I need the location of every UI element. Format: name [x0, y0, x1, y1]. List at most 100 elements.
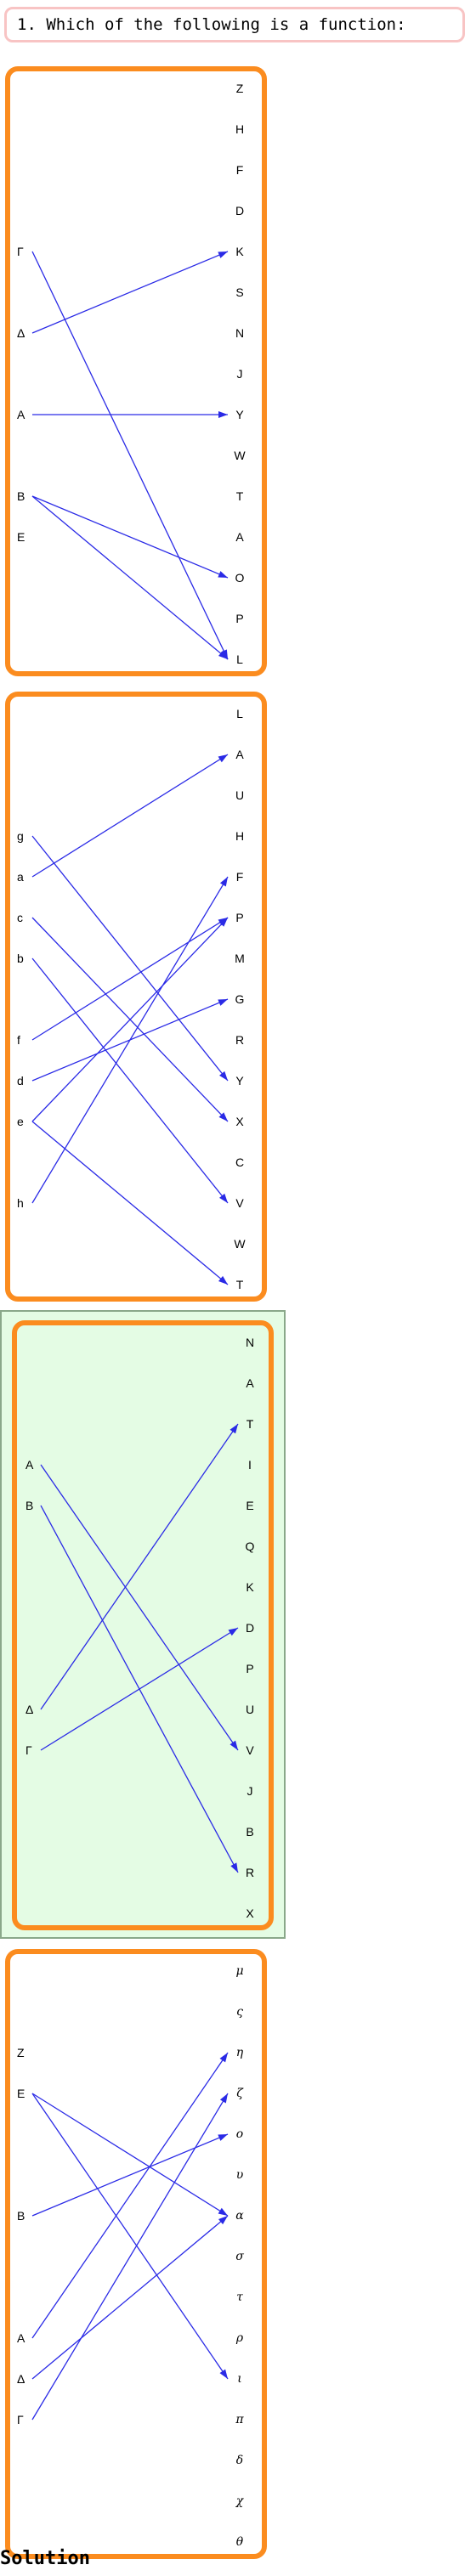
- option-1[interactable]: Γ Δ A B E Z H F D K S N J Y W T A O P L: [0, 61, 272, 681]
- codomain-element: R: [235, 1033, 245, 1047]
- codomain-element: T: [235, 1278, 244, 1291]
- domain-element: b: [17, 952, 24, 965]
- domain-element: Δ: [17, 2372, 26, 2386]
- mapping-arrow: [31, 2133, 229, 2217]
- domain-element: A: [17, 2331, 26, 2345]
- codomain-element: K: [246, 1580, 254, 1594]
- codomain-element: P: [235, 612, 244, 625]
- codomain-element: π: [235, 2413, 244, 2426]
- mapping-arrow: [31, 835, 229, 1082]
- codomain-element: D: [235, 204, 245, 217]
- domain-element: A: [26, 1458, 34, 1472]
- domain-element: g: [17, 829, 24, 843]
- codomain-element: χ: [235, 2494, 244, 2508]
- domain-element: a: [17, 870, 24, 884]
- codomain-element: Y: [235, 408, 244, 421]
- codomain-element: N: [235, 326, 245, 340]
- codomain-element: A: [235, 530, 244, 544]
- option-3[interactable]: A B Δ Γ N A T I E Q K D P U V J B R X: [0, 1310, 286, 1939]
- mapping-arrow: [31, 754, 229, 878]
- codomain-element: μ: [235, 1964, 244, 1978]
- codomain-element: ι: [237, 2372, 242, 2386]
- mapping-arrows: [40, 1423, 239, 1873]
- codomain-element: E: [246, 1499, 254, 1512]
- codomain-element: Q: [245, 1539, 255, 1553]
- codomain-element: θ: [235, 2535, 244, 2549]
- mapping-arrow: [31, 2093, 229, 2421]
- domain-element: d: [17, 1074, 24, 1087]
- domain-element: Δ: [26, 1703, 34, 1716]
- codomain-element: ο: [235, 2127, 244, 2141]
- domain-element: B: [26, 1499, 34, 1512]
- codomain-element: K: [235, 245, 244, 258]
- mapping-arrow: [40, 1627, 239, 1751]
- codomain-element: υ: [235, 2168, 244, 2182]
- mapping-arrow: [31, 876, 229, 1204]
- mapping-arrow: [40, 1464, 239, 1751]
- question-text: 1. Which of the following is a function:: [4, 7, 465, 42]
- mapping-arrows: [31, 251, 229, 660]
- codomain-element: T: [246, 1417, 254, 1431]
- codomain-element: M: [235, 952, 245, 965]
- codomain-element: N: [245, 1336, 255, 1349]
- codomain-element: F: [235, 163, 244, 177]
- mapping-arrow: [31, 251, 229, 334]
- codomain-element: G: [235, 992, 245, 1006]
- domain-element: h: [17, 1196, 24, 1210]
- codomain-element: α: [235, 2209, 244, 2223]
- mapping-arrow: [31, 917, 229, 1122]
- domain-element: A: [17, 408, 26, 421]
- codomain-element: ς: [236, 2005, 243, 2019]
- codomain-element: C: [235, 1155, 245, 1169]
- mapping-arrow: [31, 2093, 229, 2380]
- codomain-element: J: [236, 367, 243, 381]
- codomain-element: W: [234, 449, 246, 462]
- codomain-element: H: [235, 122, 245, 136]
- mapping-arrow: [40, 1423, 239, 1710]
- codomain-element: S: [235, 285, 244, 299]
- codomain-element: η: [235, 2046, 244, 2059]
- domain-element: Γ: [26, 1743, 32, 1757]
- codomain-element: X: [246, 1907, 254, 1920]
- domain-element: B: [17, 489, 26, 503]
- codomain-element: Y: [235, 1074, 244, 1087]
- codomain-element: B: [246, 1825, 254, 1839]
- mapping-arrow: [31, 1121, 229, 1285]
- domain-element: B: [17, 2209, 26, 2223]
- codomain-element: F: [235, 870, 244, 884]
- mapping-arrows: [31, 2052, 229, 2421]
- mapping-arrow: [31, 2215, 229, 2380]
- domain-element: Γ: [17, 245, 24, 258]
- codomain-element: Z: [235, 82, 244, 95]
- mapping-arrows: [31, 754, 229, 1285]
- mapping-arrow: [31, 251, 229, 660]
- option-box: [5, 692, 267, 1302]
- codomain-element: V: [235, 1196, 244, 1210]
- codomain-element: L: [236, 707, 243, 720]
- codomain-element: I: [248, 1458, 252, 1472]
- codomain-element: O: [235, 571, 245, 585]
- domain-element: Δ: [17, 326, 26, 340]
- codomain-element: W: [234, 1237, 246, 1251]
- codomain-element: P: [246, 1662, 254, 1675]
- codomain-element: L: [236, 652, 243, 666]
- domain-element: e: [17, 1115, 24, 1128]
- option-2[interactable]: g a c b f d e h L A U H F P M G R Y X C V W T: [0, 686, 272, 1307]
- domain-element: c: [17, 911, 23, 924]
- codomain-element: ζ: [236, 2087, 243, 2100]
- domain-element: Γ: [17, 2413, 24, 2426]
- codomain-element: D: [245, 1621, 255, 1635]
- domain-element: Z: [17, 2046, 25, 2059]
- codomain-element: ρ: [235, 2331, 244, 2345]
- codomain-element: σ: [235, 2250, 244, 2263]
- codomain-element: X: [235, 1115, 244, 1128]
- codomain-element: U: [235, 788, 245, 802]
- codomain-element: U: [245, 1703, 255, 1716]
- codomain-element: τ: [236, 2291, 243, 2304]
- domain-element: f: [17, 1033, 20, 1047]
- codomain-element: H: [235, 829, 245, 843]
- option-box: [5, 66, 267, 676]
- mapping-arrow: [32, 411, 228, 418]
- option-box: [12, 1320, 274, 1930]
